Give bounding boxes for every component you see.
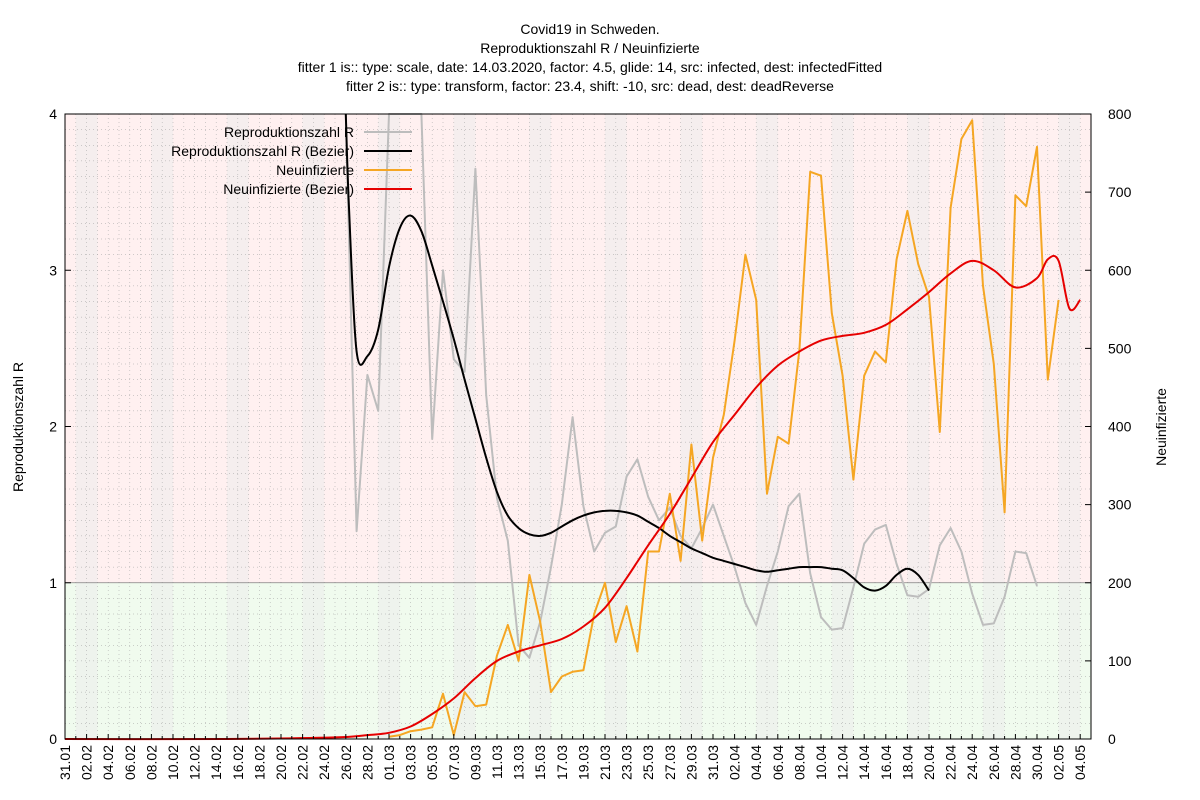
x-tick-label: 29.03 [683,745,699,780]
y-tick-label: 3 [49,262,57,278]
series-line-reproduktionszahl-r-bezier [344,113,930,592]
y2-axis-label: Neuinfizierte [1153,388,1169,466]
legend-label: Neuinfizierte [276,162,354,178]
y-tick-label: 0 [49,731,57,747]
x-tick-label: 14.02 [208,745,224,780]
x-tick-label: 23.03 [619,745,635,780]
x-tick-label: 31.03 [705,745,721,780]
y2-tick-label: 0 [1108,731,1116,747]
y-axis-left: 0 1 2 3 4 [49,106,71,747]
x-tick-label: 16.02 [230,745,246,780]
x-tick-label: 08.02 [143,745,159,780]
series-line-neuinfizierte [388,119,1060,738]
x-tick-label: 11.03 [489,745,505,779]
grid-lines [65,114,1091,739]
x-tick-label: 02.02 [79,745,95,780]
x-tick-label: 22.04 [943,745,959,780]
legend-label: Reproduktionszahl R (Bezier) [171,143,354,159]
chart-title: Covid19 in Schweden. [520,21,659,37]
x-tick-label: 01.03 [381,745,397,780]
x-tick-label: 07.03 [446,745,462,780]
y-tick-label: 4 [49,106,57,122]
x-tick-label: 27.03 [662,745,678,780]
y-tick-label: 2 [49,419,57,435]
x-tick-label: 10.04 [813,745,829,780]
x-tick-label: 04.04 [748,745,764,780]
x-tick-label: 15.03 [532,745,548,780]
y2-tick-label: 200 [1108,575,1132,591]
y2-tick-label: 300 [1108,497,1132,513]
x-tick-label: 24.02 [316,745,332,780]
x-tick-label: 12.02 [187,745,203,780]
x-tick-label: 30.04 [1029,745,1045,780]
y2-tick-label: 100 [1108,653,1132,669]
y-tick-label: 1 [49,575,57,591]
x-tick-label: 04.05 [1072,745,1088,780]
y2-tick-label: 500 [1108,340,1132,356]
y2-tick-label: 600 [1108,262,1132,278]
series-line-reproduktionszahl-r [344,113,1038,659]
x-tick-label: 06.04 [770,745,786,780]
x-tick-label: 21.03 [597,745,613,780]
x-tick-label: 16.04 [878,745,894,780]
x-tick-label: 18.04 [899,745,915,780]
x-tick-label: 02.04 [727,745,743,780]
y2-tick-label: 700 [1108,184,1132,200]
x-tick-label: 26.02 [338,745,354,780]
x-tick-label: 04.02 [100,745,116,780]
x-tick-label: 20.02 [273,745,289,780]
x-tick-label: 14.04 [856,745,872,780]
x-tick-label: 17.03 [554,745,570,780]
y-axis-right: 0 100 200 300 400 500 600 700 800 [1085,106,1132,747]
x-tick-label: 20.04 [921,745,937,780]
x-tick-label: 28.02 [359,745,375,780]
x-axis: 31.01 02.02 04.02 06.02 08.02 10.02 12.02 14.02… [57,734,1092,780]
x-tick-label: 06.02 [122,745,138,780]
chart-subtitle-fitter-2: fitter 2 is:: type: transform, factor: 2… [346,78,834,94]
series-line-neuinfizierte-bezier [64,254,1081,741]
y2-tick-label: 800 [1108,106,1132,122]
legend: Reproduktionszahl R Reproduktionszahl R (… [171,124,412,197]
y2-tick-label: 400 [1108,419,1132,435]
chart-subtitle-fitter-1: fitter 1 is:: type: scale, date: 14.03.2… [298,59,882,75]
x-tick-label: 09.03 [467,745,483,780]
x-tick-label: 13.03 [511,745,527,780]
x-tick-label: 25.03 [640,745,656,780]
x-tick-label: 28.04 [1007,745,1023,780]
legend-label: Neuinfizierte (Bezier) [223,181,354,197]
x-tick-label: 03.03 [403,745,419,780]
x-tick-label: 05.03 [424,745,440,780]
x-tick-label: 24.04 [964,745,980,780]
x-tick-label: 18.02 [251,745,267,780]
x-tick-label: 08.04 [791,745,807,780]
y-axis-label: Reproduktionszahl R [10,362,26,492]
x-tick-label: 19.03 [575,745,591,780]
series-layer [64,113,1081,741]
x-tick-label: 12.04 [835,745,851,780]
chart-subtitle: Reproduktionszahl R / Neuinfizierte [480,40,700,56]
x-tick-label: 31.01 [57,745,73,780]
x-tick-label: 02.05 [1051,745,1067,780]
chart-title-block: Covid19 in Schweden. Reproduktionszahl R… [298,21,882,94]
x-tick-label: 10.02 [165,745,181,780]
x-tick-label: 22.02 [295,745,311,780]
legend-label: Reproduktionszahl R [224,124,354,140]
x-tick-label: 26.04 [986,745,1002,780]
